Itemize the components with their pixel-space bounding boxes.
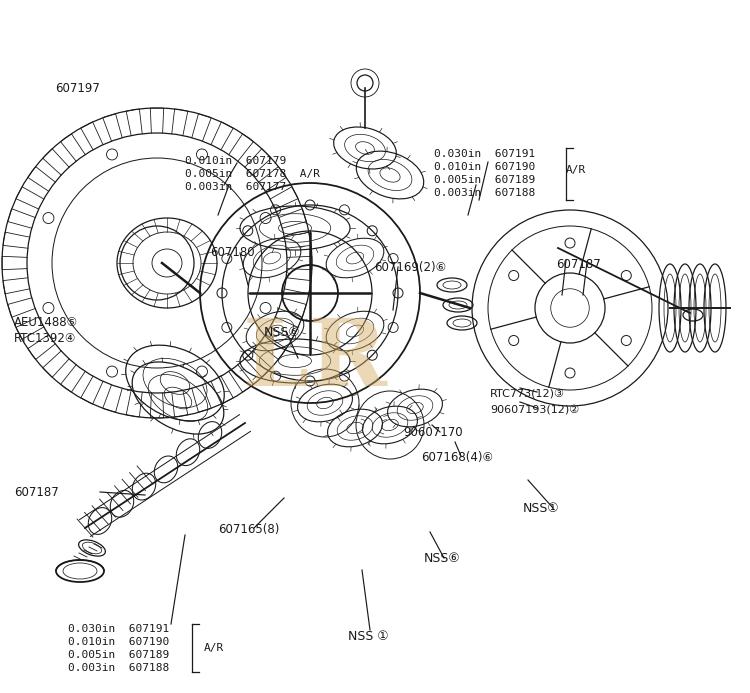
Text: NSS⑥: NSS⑥ bbox=[264, 326, 301, 340]
Text: 0.030in  607191: 0.030in 607191 bbox=[68, 624, 170, 634]
Text: RTC1392④: RTC1392④ bbox=[14, 331, 76, 344]
Text: 0.003in  607188: 0.003in 607188 bbox=[434, 188, 536, 198]
Text: RTC773(12)③: RTC773(12)③ bbox=[490, 388, 565, 398]
Text: 607187: 607187 bbox=[14, 486, 58, 498]
Text: 0.030in  607191: 0.030in 607191 bbox=[434, 149, 536, 159]
Text: 607168(4)⑥: 607168(4)⑥ bbox=[421, 452, 493, 464]
Text: NSS ①: NSS ① bbox=[348, 631, 388, 644]
Text: 0.010in  607190: 0.010in 607190 bbox=[68, 637, 170, 647]
Text: 90607170: 90607170 bbox=[403, 426, 463, 439]
Text: 90607193(12)②: 90607193(12)② bbox=[490, 405, 579, 415]
Text: 607197: 607197 bbox=[55, 82, 100, 94]
Text: NSS①: NSS① bbox=[523, 502, 560, 514]
Text: 0.003in  607177: 0.003in 607177 bbox=[185, 182, 286, 192]
Text: A/R: A/R bbox=[204, 643, 224, 653]
Text: 0.010in  607190: 0.010in 607190 bbox=[434, 162, 536, 172]
Text: 0.005in  607178  A/R: 0.005in 607178 A/R bbox=[185, 169, 320, 179]
Text: 607169(2)⑥: 607169(2)⑥ bbox=[374, 261, 446, 274]
Text: A/R: A/R bbox=[566, 165, 586, 175]
Text: NSS⑥: NSS⑥ bbox=[424, 552, 460, 565]
Text: 0.005in  607189: 0.005in 607189 bbox=[68, 650, 170, 660]
Text: 0.003in  607188: 0.003in 607188 bbox=[68, 663, 170, 673]
Text: 607187: 607187 bbox=[556, 258, 601, 272]
Text: 0.010in  607179: 0.010in 607179 bbox=[185, 156, 286, 166]
Text: 607165(8): 607165(8) bbox=[218, 523, 279, 536]
Text: AEU1488⑤: AEU1488⑤ bbox=[14, 317, 78, 329]
Text: 0.005in  607189: 0.005in 607189 bbox=[434, 175, 536, 185]
Text: LR: LR bbox=[242, 315, 388, 405]
Text: 607180: 607180 bbox=[210, 247, 254, 259]
